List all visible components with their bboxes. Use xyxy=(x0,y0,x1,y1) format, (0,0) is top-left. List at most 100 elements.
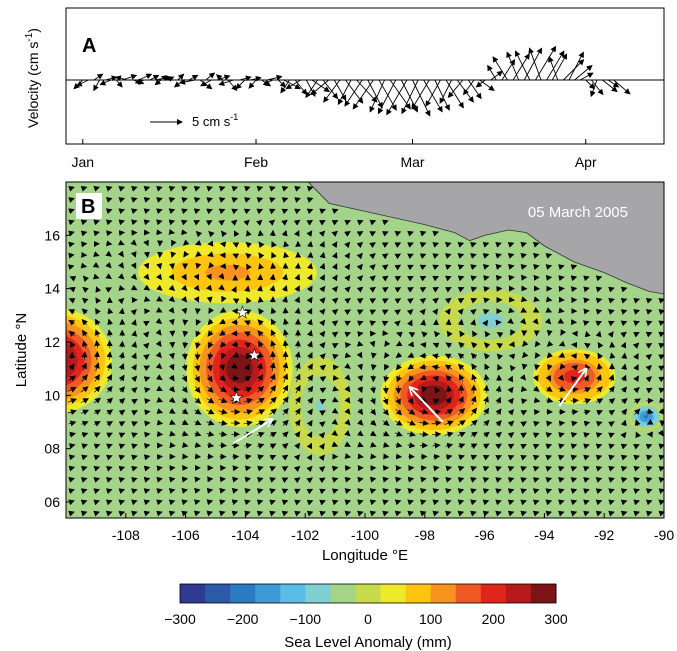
velocity-arrow xyxy=(143,499,151,506)
velocity-arrow xyxy=(470,488,477,495)
velocity-arrow xyxy=(319,499,326,506)
velocity-arrow xyxy=(394,253,402,260)
longitude-tick-label: -100 xyxy=(351,527,379,543)
velocity-arrow xyxy=(244,342,252,349)
velocity-arrow xyxy=(394,309,402,316)
velocity-arrow xyxy=(431,353,440,360)
velocity-arrow xyxy=(382,476,389,483)
velocity-arrow xyxy=(382,510,389,517)
velocity-arrow xyxy=(182,239,190,246)
velocity-arrow xyxy=(271,251,277,259)
velocity-arrow xyxy=(306,465,313,473)
velocity-vector xyxy=(262,79,273,86)
velocity-arrow xyxy=(207,251,214,258)
velocity-arrow xyxy=(68,465,76,472)
velocity-arrow xyxy=(457,264,465,271)
velocity-vector xyxy=(490,70,504,81)
velocity-arrow xyxy=(118,363,125,371)
velocity-arrow xyxy=(457,241,465,248)
velocity-arrow xyxy=(182,319,189,326)
velocity-arrow xyxy=(319,285,326,293)
velocity-arrow xyxy=(370,386,377,394)
velocity-arrow xyxy=(369,231,377,237)
velocity-arrow xyxy=(394,430,403,437)
velocity-arrow xyxy=(156,284,163,291)
velocity-arrow xyxy=(181,430,189,437)
velocity-vector xyxy=(613,79,631,95)
velocity-arrow xyxy=(144,409,151,416)
colorbar-ticks: −300 −200 −100 0 100 200 300 xyxy=(164,611,568,627)
velocity-arrow xyxy=(270,385,277,394)
velocity-vector xyxy=(160,75,173,81)
velocity-arrow xyxy=(130,262,137,270)
velocity-arrow xyxy=(231,362,238,369)
velocity-arrow xyxy=(444,510,452,517)
velocity-arrow xyxy=(131,454,138,461)
velocity-arrow xyxy=(407,276,414,282)
velocity-arrow xyxy=(384,352,390,359)
velocity-arrow xyxy=(67,398,77,404)
velocity-vector xyxy=(200,79,212,87)
velocity-arrow xyxy=(356,309,364,316)
velocity-arrow xyxy=(394,230,402,237)
velocity-arrow xyxy=(95,307,101,315)
velocity-arrow xyxy=(243,331,251,337)
velocity-vector xyxy=(585,79,596,90)
velocity-arrow xyxy=(419,242,427,248)
velocity-arrow xyxy=(419,510,427,517)
velocity-arrow xyxy=(344,441,351,447)
velocity-arrow xyxy=(344,419,351,426)
velocity-arrow xyxy=(206,273,212,281)
velocity-arrow xyxy=(445,499,452,506)
velocity-arrow xyxy=(130,284,138,291)
velocity-arrow xyxy=(143,185,151,192)
velocity-arrow xyxy=(143,354,150,361)
velocity-arrow xyxy=(319,308,326,315)
velocity-vector xyxy=(248,79,257,89)
velocity-vector xyxy=(568,51,584,81)
velocity-arrow xyxy=(421,331,428,338)
velocity-arrow xyxy=(431,431,442,438)
velocity-arrow xyxy=(294,208,301,215)
velocity-arrow xyxy=(231,510,239,517)
velocity-vector xyxy=(114,75,128,82)
velocity-arrow xyxy=(446,385,452,393)
velocity-arrow xyxy=(81,319,88,326)
velocity-arrow xyxy=(206,408,215,415)
velocity-arrow xyxy=(432,499,440,506)
velocity-arrow xyxy=(118,185,126,192)
velocity-arrow xyxy=(118,488,126,495)
velocity-arrow xyxy=(420,476,427,483)
velocity-arrow xyxy=(194,408,202,415)
velocity-arrow xyxy=(206,487,214,494)
longitude-tick-label: -94 xyxy=(534,527,554,543)
velocity-arrow xyxy=(369,298,377,304)
colorbar-swatch xyxy=(305,584,331,603)
velocity-arrow xyxy=(331,286,339,293)
velocity-arrow xyxy=(396,331,403,338)
velocity-vector xyxy=(215,74,223,81)
velocity-arrow xyxy=(246,352,252,360)
velocity-arrow xyxy=(258,307,265,315)
velocity-arrow xyxy=(283,240,290,248)
velocity-arrow xyxy=(407,431,416,437)
velocity-arrow xyxy=(357,375,364,382)
velocity-arrow xyxy=(194,487,201,494)
velocity-arrow xyxy=(68,208,75,215)
velocity-arrow xyxy=(156,465,163,472)
velocity-arrow xyxy=(306,318,313,326)
velocity-arrow xyxy=(357,397,363,405)
velocity-arrow xyxy=(168,499,176,506)
velocity-vector xyxy=(463,79,475,96)
velocity-arrow xyxy=(143,219,151,226)
velocity-arrow xyxy=(244,363,250,371)
velocity-arrow xyxy=(306,488,314,495)
velocity-arrow xyxy=(281,229,288,237)
velocity-arrow xyxy=(106,409,114,416)
velocity-arrow xyxy=(281,443,289,450)
velocity-arrow xyxy=(281,488,289,495)
velocity-arrow xyxy=(68,510,75,517)
velocity-arrow xyxy=(419,264,427,271)
velocity-arrow xyxy=(105,273,112,280)
velocity-arrow xyxy=(269,273,276,281)
